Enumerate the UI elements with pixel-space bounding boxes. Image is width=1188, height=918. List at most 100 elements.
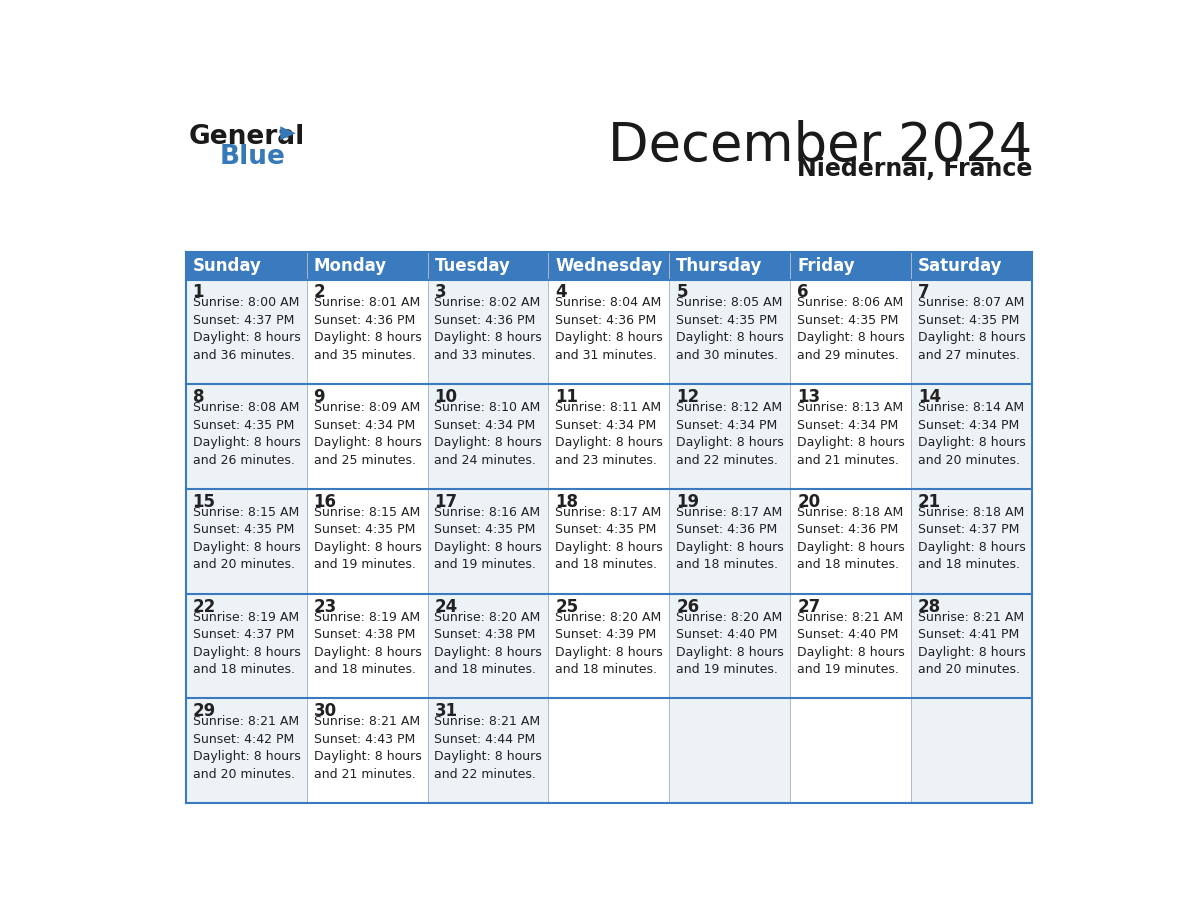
Bar xyxy=(669,385,790,489)
Text: 17: 17 xyxy=(435,493,457,510)
Text: Sunrise: 8:16 AM
Sunset: 4:35 PM
Daylight: 8 hours
and 19 minutes.: Sunrise: 8:16 AM Sunset: 4:35 PM Dayligh… xyxy=(435,506,542,571)
Text: 10: 10 xyxy=(435,388,457,406)
Text: Tuesday: Tuesday xyxy=(435,257,511,274)
Bar xyxy=(549,594,669,699)
Bar xyxy=(911,594,1032,699)
Text: Wednesday: Wednesday xyxy=(555,257,663,274)
Text: Sunrise: 8:02 AM
Sunset: 4:36 PM
Daylight: 8 hours
and 33 minutes.: Sunrise: 8:02 AM Sunset: 4:36 PM Dayligh… xyxy=(435,297,542,362)
Text: 29: 29 xyxy=(192,702,216,721)
Bar xyxy=(428,594,549,699)
Text: Sunrise: 8:20 AM
Sunset: 4:38 PM
Daylight: 8 hours
and 18 minutes.: Sunrise: 8:20 AM Sunset: 4:38 PM Dayligh… xyxy=(435,610,542,677)
Text: Blue: Blue xyxy=(220,144,285,170)
Text: Sunrise: 8:11 AM
Sunset: 4:34 PM
Daylight: 8 hours
and 23 minutes.: Sunrise: 8:11 AM Sunset: 4:34 PM Dayligh… xyxy=(555,401,663,466)
Text: Sunrise: 8:21 AM
Sunset: 4:41 PM
Daylight: 8 hours
and 20 minutes.: Sunrise: 8:21 AM Sunset: 4:41 PM Dayligh… xyxy=(918,610,1025,677)
Bar xyxy=(185,385,307,489)
Bar xyxy=(307,489,428,594)
Text: Sunrise: 8:08 AM
Sunset: 4:35 PM
Daylight: 8 hours
and 26 minutes.: Sunrise: 8:08 AM Sunset: 4:35 PM Dayligh… xyxy=(192,401,301,466)
Bar xyxy=(790,594,911,699)
Bar xyxy=(790,280,911,385)
Text: 27: 27 xyxy=(797,598,821,616)
Text: Sunrise: 8:06 AM
Sunset: 4:35 PM
Daylight: 8 hours
and 29 minutes.: Sunrise: 8:06 AM Sunset: 4:35 PM Dayligh… xyxy=(797,297,905,362)
Text: Sunrise: 8:21 AM
Sunset: 4:43 PM
Daylight: 8 hours
and 21 minutes.: Sunrise: 8:21 AM Sunset: 4:43 PM Dayligh… xyxy=(314,715,422,781)
Bar xyxy=(669,489,790,594)
Bar xyxy=(669,594,790,699)
Bar xyxy=(307,594,428,699)
Text: 16: 16 xyxy=(314,493,336,510)
Bar xyxy=(911,252,1032,280)
Polygon shape xyxy=(280,127,296,140)
Bar xyxy=(911,280,1032,385)
Bar xyxy=(307,699,428,803)
Text: Sunrise: 8:18 AM
Sunset: 4:36 PM
Daylight: 8 hours
and 18 minutes.: Sunrise: 8:18 AM Sunset: 4:36 PM Dayligh… xyxy=(797,506,905,571)
Bar xyxy=(428,385,549,489)
Bar xyxy=(428,489,549,594)
Text: 21: 21 xyxy=(918,493,941,510)
Text: Sunrise: 8:19 AM
Sunset: 4:38 PM
Daylight: 8 hours
and 18 minutes.: Sunrise: 8:19 AM Sunset: 4:38 PM Dayligh… xyxy=(314,610,422,677)
Text: 12: 12 xyxy=(676,388,700,406)
Text: Sunrise: 8:15 AM
Sunset: 4:35 PM
Daylight: 8 hours
and 19 minutes.: Sunrise: 8:15 AM Sunset: 4:35 PM Dayligh… xyxy=(314,506,422,571)
Bar xyxy=(790,385,911,489)
Bar xyxy=(549,489,669,594)
Bar xyxy=(549,280,669,385)
Text: Sunrise: 8:17 AM
Sunset: 4:36 PM
Daylight: 8 hours
and 18 minutes.: Sunrise: 8:17 AM Sunset: 4:36 PM Dayligh… xyxy=(676,506,784,571)
Bar xyxy=(185,594,307,699)
Text: Sunrise: 8:04 AM
Sunset: 4:36 PM
Daylight: 8 hours
and 31 minutes.: Sunrise: 8:04 AM Sunset: 4:36 PM Dayligh… xyxy=(555,297,663,362)
Bar xyxy=(669,252,790,280)
Text: Sunrise: 8:00 AM
Sunset: 4:37 PM
Daylight: 8 hours
and 36 minutes.: Sunrise: 8:00 AM Sunset: 4:37 PM Dayligh… xyxy=(192,297,301,362)
Bar xyxy=(669,699,790,803)
Bar xyxy=(307,385,428,489)
Bar xyxy=(307,252,428,280)
Text: 18: 18 xyxy=(555,493,579,510)
Text: Sunrise: 8:14 AM
Sunset: 4:34 PM
Daylight: 8 hours
and 20 minutes.: Sunrise: 8:14 AM Sunset: 4:34 PM Dayligh… xyxy=(918,401,1025,466)
Text: Sunrise: 8:01 AM
Sunset: 4:36 PM
Daylight: 8 hours
and 35 minutes.: Sunrise: 8:01 AM Sunset: 4:36 PM Dayligh… xyxy=(314,297,422,362)
Text: 7: 7 xyxy=(918,284,930,301)
Text: Sunrise: 8:20 AM
Sunset: 4:39 PM
Daylight: 8 hours
and 18 minutes.: Sunrise: 8:20 AM Sunset: 4:39 PM Dayligh… xyxy=(555,610,663,677)
Text: Sunrise: 8:12 AM
Sunset: 4:34 PM
Daylight: 8 hours
and 22 minutes.: Sunrise: 8:12 AM Sunset: 4:34 PM Dayligh… xyxy=(676,401,784,466)
Text: 15: 15 xyxy=(192,493,216,510)
Bar xyxy=(790,252,911,280)
Text: 8: 8 xyxy=(192,388,204,406)
Text: Sunrise: 8:21 AM
Sunset: 4:44 PM
Daylight: 8 hours
and 22 minutes.: Sunrise: 8:21 AM Sunset: 4:44 PM Dayligh… xyxy=(435,715,542,781)
Bar xyxy=(185,280,307,385)
Text: 26: 26 xyxy=(676,598,700,616)
Bar xyxy=(790,489,911,594)
Bar xyxy=(428,280,549,385)
Text: 25: 25 xyxy=(555,598,579,616)
Bar xyxy=(185,252,307,280)
Text: 13: 13 xyxy=(797,388,820,406)
Text: Sunrise: 8:15 AM
Sunset: 4:35 PM
Daylight: 8 hours
and 20 minutes.: Sunrise: 8:15 AM Sunset: 4:35 PM Dayligh… xyxy=(192,506,301,571)
Text: Sunrise: 8:17 AM
Sunset: 4:35 PM
Daylight: 8 hours
and 18 minutes.: Sunrise: 8:17 AM Sunset: 4:35 PM Dayligh… xyxy=(555,506,663,571)
Text: Sunrise: 8:07 AM
Sunset: 4:35 PM
Daylight: 8 hours
and 27 minutes.: Sunrise: 8:07 AM Sunset: 4:35 PM Dayligh… xyxy=(918,297,1025,362)
Text: Sunday: Sunday xyxy=(192,257,261,274)
Bar xyxy=(185,489,307,594)
Bar xyxy=(911,699,1032,803)
Text: Sunrise: 8:09 AM
Sunset: 4:34 PM
Daylight: 8 hours
and 25 minutes.: Sunrise: 8:09 AM Sunset: 4:34 PM Dayligh… xyxy=(314,401,422,466)
Text: 19: 19 xyxy=(676,493,700,510)
Text: December 2024: December 2024 xyxy=(608,120,1032,173)
Text: Niedernai, France: Niedernai, France xyxy=(797,157,1032,181)
Bar xyxy=(307,280,428,385)
Bar xyxy=(549,699,669,803)
Text: 1: 1 xyxy=(192,284,204,301)
Text: 22: 22 xyxy=(192,598,216,616)
Text: Friday: Friday xyxy=(797,257,855,274)
Text: Monday: Monday xyxy=(314,257,387,274)
Text: 2: 2 xyxy=(314,284,326,301)
Text: 14: 14 xyxy=(918,388,941,406)
Bar xyxy=(911,489,1032,594)
Bar xyxy=(185,699,307,803)
Text: 23: 23 xyxy=(314,598,337,616)
Text: Sunrise: 8:10 AM
Sunset: 4:34 PM
Daylight: 8 hours
and 24 minutes.: Sunrise: 8:10 AM Sunset: 4:34 PM Dayligh… xyxy=(435,401,542,466)
Bar xyxy=(790,699,911,803)
Text: 28: 28 xyxy=(918,598,941,616)
Text: 9: 9 xyxy=(314,388,326,406)
Bar xyxy=(669,280,790,385)
Text: 11: 11 xyxy=(555,388,579,406)
Bar xyxy=(549,252,669,280)
Text: Sunrise: 8:19 AM
Sunset: 4:37 PM
Daylight: 8 hours
and 18 minutes.: Sunrise: 8:19 AM Sunset: 4:37 PM Dayligh… xyxy=(192,610,301,677)
Text: Saturday: Saturday xyxy=(918,257,1003,274)
Text: Sunrise: 8:21 AM
Sunset: 4:42 PM
Daylight: 8 hours
and 20 minutes.: Sunrise: 8:21 AM Sunset: 4:42 PM Dayligh… xyxy=(192,715,301,781)
Text: 3: 3 xyxy=(435,284,447,301)
Bar xyxy=(428,699,549,803)
Text: 31: 31 xyxy=(435,702,457,721)
